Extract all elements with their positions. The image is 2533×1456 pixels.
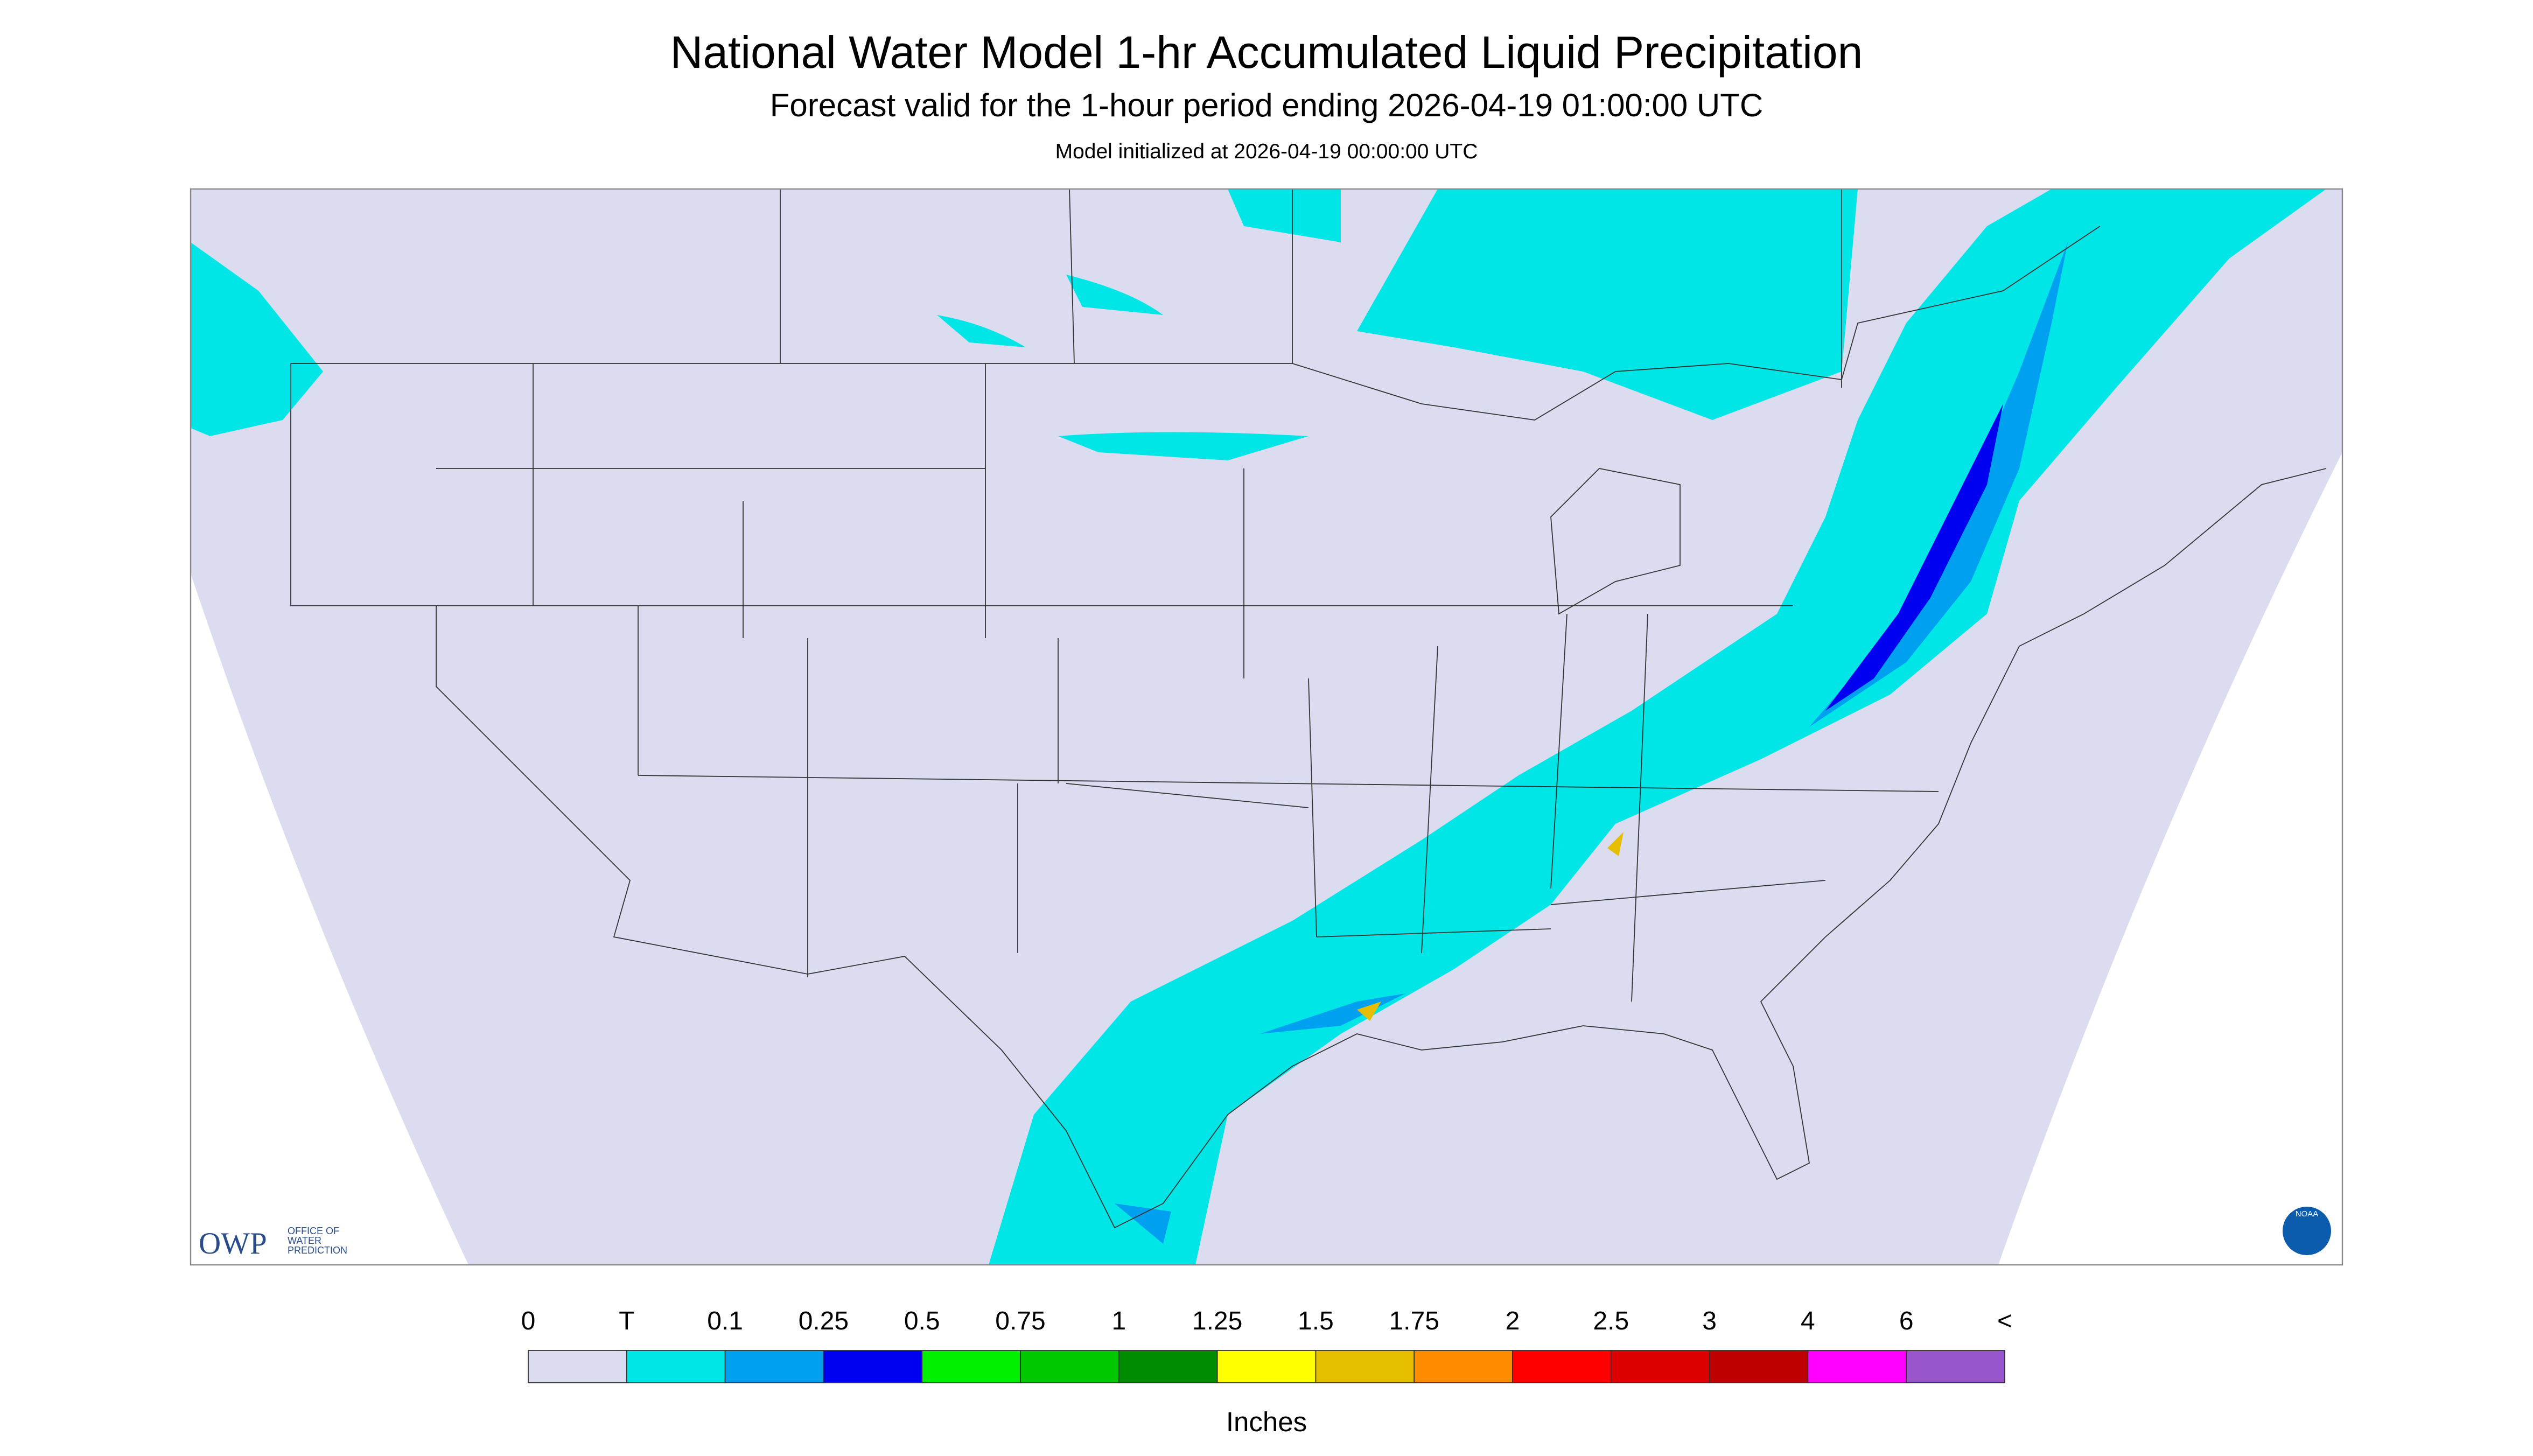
legend-label: 2 xyxy=(1506,1307,1520,1335)
legend-swatch xyxy=(1610,1350,1710,1383)
legend-unit: Inches xyxy=(1226,1406,1307,1437)
legend-label: 1.75 xyxy=(1389,1307,1439,1335)
legend-label: 6 xyxy=(1899,1307,1914,1335)
legend-label: 2.5 xyxy=(1593,1307,1629,1335)
owp-logo: OWP xyxy=(199,1227,267,1261)
map-border xyxy=(190,188,2343,1266)
legend-label: 0.25 xyxy=(799,1307,849,1335)
legend-label: 1.5 xyxy=(1298,1307,1334,1335)
legend-swatch xyxy=(626,1350,726,1383)
legend-label: T xyxy=(619,1307,634,1335)
legend-label: 0 xyxy=(521,1307,536,1335)
legend-swatch xyxy=(1315,1350,1415,1383)
owp-name-line: PREDICTION xyxy=(288,1245,347,1256)
boundaries xyxy=(290,188,2327,1229)
noaa-text: NOAA xyxy=(2296,1209,2319,1219)
legend-label: 0.5 xyxy=(904,1307,940,1335)
title: National Water Model 1-hr Accumulated Li… xyxy=(670,27,1863,78)
legend-swatch xyxy=(528,1350,627,1383)
init-time: Model initialized at 2026-04-19 00:00:00… xyxy=(1055,140,1478,163)
owp-name-line: OFFICE OF xyxy=(288,1226,339,1236)
legend-swatch xyxy=(1216,1350,1317,1383)
legend-swatch xyxy=(1414,1350,1513,1383)
legend-label: 3 xyxy=(1702,1307,1717,1335)
legend-label: 0.1 xyxy=(707,1307,743,1335)
subtitle: Forecast valid for the 1-hour period end… xyxy=(770,87,1763,123)
domain xyxy=(191,189,2342,1265)
legend: 0 T 0.1 0.25 0.5 0.75 1 1.25 1.5 1.75 2 2.5 3 4 6 < xyxy=(521,1307,2012,1383)
precip xyxy=(191,189,2326,1265)
legend-label: 4 xyxy=(1801,1307,1815,1335)
legend-swatch xyxy=(1020,1350,1119,1383)
owp-name-line: WATER xyxy=(288,1235,321,1246)
legend-swatch xyxy=(921,1350,1021,1383)
legend-label: 0.75 xyxy=(995,1307,1045,1335)
noaa-logo xyxy=(2283,1207,2331,1256)
legend-label: 1.25 xyxy=(1192,1307,1242,1335)
legend-label: < xyxy=(1997,1307,2012,1335)
legend-label: 1 xyxy=(1111,1307,1126,1335)
legend-swatch xyxy=(724,1350,824,1383)
legend-swatch xyxy=(1807,1350,1907,1383)
legend-swatch xyxy=(1512,1350,1612,1383)
legend-swatch xyxy=(823,1350,923,1383)
legend-swatch xyxy=(1118,1350,1218,1383)
legend-swatch xyxy=(1906,1350,2005,1383)
legend-swatch xyxy=(1709,1350,1809,1383)
